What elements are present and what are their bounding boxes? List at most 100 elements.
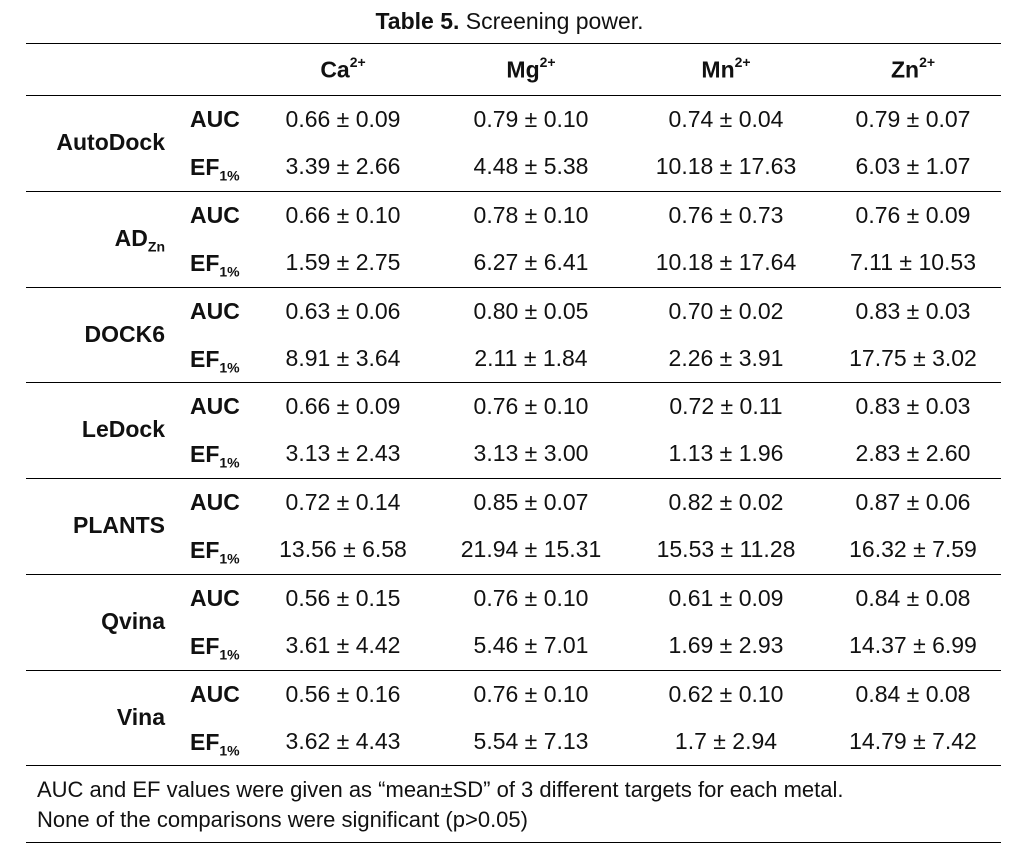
auc-value-cell: 0.70 ± 0.02 bbox=[668, 297, 784, 324]
tool-name: DOCK6 bbox=[15, 321, 165, 348]
ef-value-cell: 8.91 ± 3.64 bbox=[285, 344, 401, 371]
auc-value-cell: 0.84 ± 0.08 bbox=[855, 680, 971, 707]
row-separator bbox=[26, 286, 1001, 288]
ef-value-cell: 17.75 ± 3.02 bbox=[849, 344, 977, 371]
row-separator bbox=[26, 574, 1001, 575]
auc-value-cell: 0.72 ± 0.14 bbox=[285, 489, 401, 516]
row-separator bbox=[26, 478, 1001, 480]
tool-name-text: PLANTS bbox=[73, 512, 165, 539]
ef-value-cell: 6.27 ± 6.41 bbox=[473, 248, 589, 275]
auc-value-cell: 0.72 ± 0.11 bbox=[669, 393, 783, 420]
metric-label-auc: AUC bbox=[190, 201, 240, 228]
auc-value-cell: 0.74 ± 0.04 bbox=[668, 106, 784, 132]
metric-label-auc: AUC bbox=[190, 680, 240, 707]
tool-name: PLANTS bbox=[15, 512, 165, 539]
auc-value-cell: 0.66 ± 0.09 bbox=[285, 393, 401, 420]
footnote-line: AUC and EF values were given as “mean±SD… bbox=[37, 777, 844, 802]
metric-label-ef: EF1% bbox=[190, 346, 240, 376]
ef-value-cell: 4.48 ± 5.38 bbox=[473, 153, 589, 179]
top-rule bbox=[26, 43, 1001, 44]
auc-value-cell: 0.56 ± 0.15 bbox=[285, 585, 401, 611]
auc-value-cell: 0.85 ± 0.07 bbox=[473, 489, 589, 516]
metric-label-ef: EF1% bbox=[190, 250, 240, 280]
metric-label-ef-subscript: 1% bbox=[219, 550, 240, 567]
metric-label-ef: EF1% bbox=[190, 154, 240, 184]
metric-label-ef-subscript: 1% bbox=[219, 359, 240, 376]
auc-value-cell: 0.76 ± 0.10 bbox=[473, 585, 589, 611]
auc-value-cell: 0.87 ± 0.06 bbox=[855, 489, 971, 516]
metric-label-ef-subscript: 1% bbox=[219, 167, 240, 184]
metric-label-ef-text: EF bbox=[190, 537, 220, 564]
auc-value-cell: 0.76 ± 0.10 bbox=[473, 680, 589, 707]
auc-value-cell: 0.62 ± 0.10 bbox=[668, 680, 784, 707]
auc-value-cell: 0.83 ± 0.03 bbox=[855, 393, 971, 420]
ef-value-cell: 7.11 ± 10.53 bbox=[849, 248, 977, 275]
auc-value-cell: 0.79 ± 0.07 bbox=[855, 106, 971, 132]
tool-name-text: AD bbox=[114, 224, 148, 251]
auc-value-cell: 0.66 ± 0.09 bbox=[285, 106, 401, 132]
ef-value-cell: 16.32 ± 7.59 bbox=[849, 536, 977, 563]
row-separator bbox=[26, 669, 1001, 671]
row-separator bbox=[26, 382, 1001, 384]
tool-name-text: LeDock bbox=[81, 416, 165, 443]
ef-value-cell: 1.69 ± 2.93 bbox=[668, 632, 784, 658]
ef-value-cell: 3.61 ± 4.42 bbox=[285, 632, 401, 658]
auc-value-cell: 0.84 ± 0.08 bbox=[855, 585, 971, 611]
ef-value-cell: 6.03 ± 1.07 bbox=[855, 153, 971, 179]
metric-label-ef-text: EF bbox=[190, 345, 220, 372]
ef-value-cell: 10.18 ± 17.63 bbox=[655, 153, 797, 179]
ef-value-cell: 10.18 ± 17.64 bbox=[655, 248, 797, 275]
tool-name-text: Vina bbox=[116, 703, 165, 730]
auc-value-cell: 0.78 ± 0.10 bbox=[473, 201, 589, 228]
table-caption: Screening power. bbox=[465, 8, 644, 34]
table-label: Table 5. bbox=[375, 8, 460, 34]
auc-value-cell: 0.61 ± 0.09 bbox=[668, 585, 784, 611]
row-separator bbox=[26, 190, 1001, 192]
ef-value-cell: 15.53 ± 11.28 bbox=[656, 536, 796, 563]
ef-value-cell: 5.54 ± 7.13 bbox=[473, 727, 589, 754]
metric-label-ef-text: EF bbox=[190, 633, 220, 659]
ef-value-cell: 1.13 ± 1.96 bbox=[668, 440, 784, 467]
metric-label-ef-subscript: 1% bbox=[219, 454, 240, 471]
tool-name: Qvina bbox=[15, 608, 165, 635]
table-title: Table 5. Screening power. bbox=[0, 8, 1019, 35]
auc-value-cell: 0.76 ± 0.73 bbox=[668, 201, 784, 228]
auc-value-cell: 0.56 ± 0.16 bbox=[285, 680, 401, 707]
metric-label-ef: EF1% bbox=[190, 537, 240, 567]
metric-label-auc: AUC bbox=[190, 393, 240, 420]
ef-value-cell: 1.7 ± 2.94 bbox=[674, 727, 778, 754]
metric-label-ef: EF1% bbox=[190, 633, 240, 663]
metric-label-auc: AUC bbox=[190, 106, 240, 132]
metric-label-ef: EF1% bbox=[190, 729, 240, 759]
metric-label-ef-text: EF bbox=[190, 154, 220, 180]
ef-value-cell: 2.26 ± 3.91 bbox=[668, 344, 784, 371]
ef-value-cell: 3.13 ± 2.43 bbox=[285, 440, 401, 467]
ef-value-cell: 3.39 ± 2.66 bbox=[285, 153, 401, 179]
tool-name-text: DOCK6 bbox=[84, 320, 165, 347]
table-footnote: AUC and EF values were given as “mean±SD… bbox=[37, 775, 844, 835]
ef-value-cell: 14.37 ± 6.99 bbox=[849, 632, 977, 658]
bottom-rule bbox=[26, 842, 1001, 843]
ef-value-cell: 21.94 ± 15.31 bbox=[460, 536, 602, 563]
metric-label-auc: AUC bbox=[190, 489, 240, 516]
auc-value-cell: 0.82 ± 0.02 bbox=[668, 489, 784, 516]
metric-label-ef-subscript: 1% bbox=[219, 263, 240, 280]
column-header-zn: Zn2+ bbox=[890, 54, 936, 83]
ef-value-cell: 5.46 ± 7.01 bbox=[473, 632, 589, 658]
auc-value-cell: 0.76 ± 0.10 bbox=[473, 393, 589, 420]
tool-name: AutoDock bbox=[15, 129, 165, 156]
ef-value-cell: 14.79 ± 7.42 bbox=[849, 727, 977, 754]
ef-value-cell: 2.83 ± 2.60 bbox=[855, 440, 971, 467]
row-separator bbox=[26, 95, 1001, 96]
tool-name: ADZn bbox=[15, 225, 165, 255]
ef-value-cell: 13.56 ± 6.58 bbox=[279, 536, 407, 563]
ef-value-cell: 3.13 ± 3.00 bbox=[473, 440, 589, 467]
auc-value-cell: 0.83 ± 0.03 bbox=[855, 297, 971, 324]
column-header-mn: Mn2+ bbox=[701, 54, 751, 83]
auc-value-cell: 0.66 ± 0.10 bbox=[285, 201, 401, 228]
metric-label-ef-text: EF bbox=[190, 249, 220, 276]
auc-value-cell: 0.80 ± 0.05 bbox=[473, 297, 589, 324]
tool-name-text: AutoDock bbox=[56, 129, 165, 155]
metric-label-auc: AUC bbox=[190, 585, 240, 611]
tool-name-text: Qvina bbox=[101, 608, 165, 634]
